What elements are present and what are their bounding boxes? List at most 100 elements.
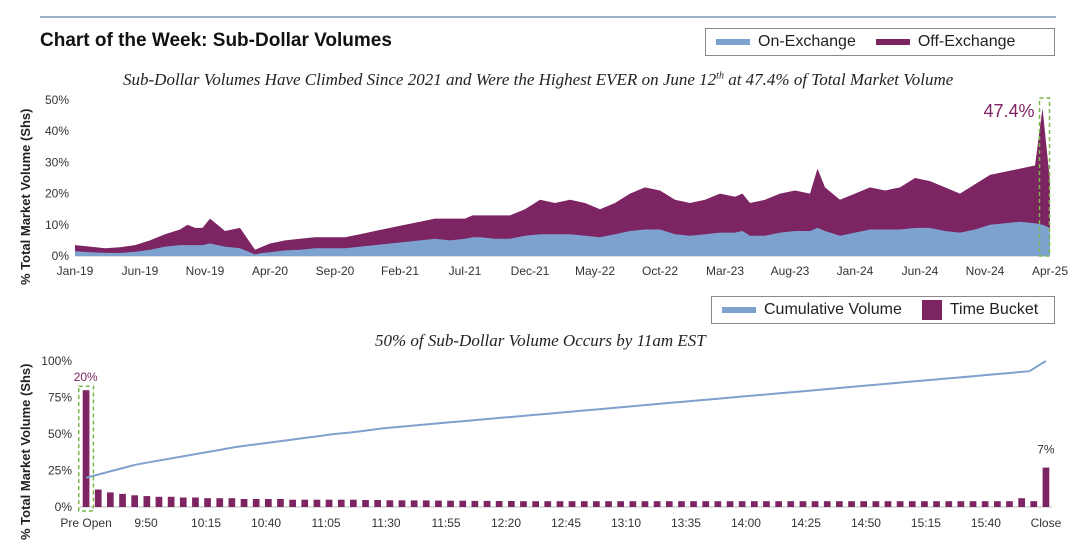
chart1-y-tick: 10% [45,218,69,232]
off-exchange-area [75,108,1050,256]
chart2-x-tick: 14:50 [851,516,881,530]
time-bucket-bar [155,496,163,507]
time-bucket-bar [471,500,479,507]
legend-label-cumulative: Cumulative Volume [764,301,902,318]
legend-item-on-exchange: On-Exchange [716,33,856,51]
legend-item-off-exchange: Off-Exchange [875,33,1016,51]
time-bucket-swatch [921,300,942,320]
chart2-y-tick: 50% [48,427,72,441]
time-bucket-bar [884,501,892,507]
chart1-x-tick: Dec-21 [511,264,550,278]
time-bucket-bar [811,501,819,507]
time-bucket-bar [459,500,467,507]
time-bucket-bar [1006,501,1013,507]
time-bucket-bar [179,497,187,507]
time-bucket-bar [228,498,236,507]
chart1-x-tick: Jan-24 [837,264,874,278]
time-bucket-bar [775,501,782,507]
chart1-title: Sub-Dollar Volumes Have Climbed Since 20… [123,70,953,90]
time-bucket-bar [447,500,454,507]
chart1-y-tick: 30% [45,155,69,169]
chart1-y-tick: 40% [45,124,69,138]
time-bucket-bar [131,495,138,507]
time-bucket-bar [143,496,151,507]
legend-label-off-exchange: Off-Exchange [917,33,1016,50]
time-bucket-bar [325,499,333,507]
time-bucket-bar [872,501,880,507]
time-bucket-bar [119,493,126,507]
time-bucket-bar [665,501,673,507]
chart1-y-tick: 20% [45,187,69,201]
time-bucket-bar [398,500,406,507]
time-bucket-bar [265,499,272,507]
on-exchange-area [75,221,1050,256]
time-bucket-bar [593,501,600,507]
time-bucket-bar [908,501,916,507]
time-bucket-bar [508,501,515,507]
chart2-x-tick: 14:25 [791,516,821,530]
chart2-x-tick: 14:00 [731,516,761,530]
time-bucket-bar [617,501,624,507]
chart2-x-tick: 10:40 [251,516,281,530]
time-bucket-bar [374,500,381,507]
chart1-x-tick: Apr-20 [252,264,288,278]
chart1-x-tick: Jun-19 [122,264,159,278]
legend-chart2: Cumulative Volume Time Bucket [711,296,1055,324]
time-bucket-bar [544,501,552,507]
legend-label-on-exchange: On-Exchange [758,33,856,50]
chart2-x-tick: Close [1031,516,1062,530]
time-bucket-bar [313,499,321,507]
time-bucket-bar [678,501,685,507]
time-bucket-bar [532,501,539,507]
chart2-y-tick: 25% [48,464,72,478]
time-bucket-bar [520,501,527,507]
chart1-x-tick: Jun-24 [902,264,939,278]
chart2-title: 50% of Sub-Dollar Volume Occurs by 11am … [375,331,706,350]
chart1-plot: 0% 10% 20% 30% 40% 50% Jan-19 Jun-19 Nov-19 Apr-2… [45,93,1068,278]
time-bucket-bar [483,500,491,507]
page-title: Chart of the Week: Sub-Dollar Volumes [40,30,392,51]
chart2-x-tick: 15:15 [911,516,941,530]
time-bucket-bar [969,501,977,507]
chart2-x-tick: 9:50 [134,516,158,530]
time-bucket-bar [167,496,175,507]
chart1-x-tick: Sep-20 [316,264,355,278]
chart2-x-tick: 11:55 [431,516,460,530]
time-bucket-bar [1018,498,1025,507]
on-exchange-swatch [716,39,750,45]
time-bucket-bar [277,499,284,507]
chart2-y-tick: 75% [48,391,72,405]
time-bucket-bar [921,501,928,507]
time-bucket-bar [435,500,442,507]
time-bucket-bar [848,501,855,507]
chart2-x-tick: 11:05 [311,516,340,530]
chart1-x-tick: Nov-19 [186,264,225,278]
time-bucket-bar [107,492,114,507]
time-bucket-bar [726,501,734,507]
cumulative-line [85,360,1047,479]
time-bucket-bar [289,499,296,507]
time-bucket-bar [204,498,211,507]
time-bucket-bar [860,501,867,507]
chart1-x-tick: Nov-24 [966,264,1005,278]
time-bucket-bar [386,500,394,507]
time-bucket-bar [629,501,637,507]
time-bucket-bar [751,501,758,507]
time-bucket-bar [690,501,697,507]
time-bucket-bar [337,499,345,507]
last-bar-label: 7% [1037,443,1055,457]
chart1-x-tick: Apr-25 [1032,264,1068,278]
time-bucket-bar [981,501,989,507]
time-bucket-bar [495,501,503,507]
time-bucket-bar [350,499,357,507]
top-rule [40,16,1056,18]
chart2-x-tick: 15:40 [971,516,1001,530]
time-bucket-bar [240,499,248,507]
time-bucket-bar [945,501,953,507]
time-bucket-bar [1030,501,1038,507]
chart2-x-tick: Pre Open [60,516,111,530]
time-bucket-bar [301,499,309,507]
time-bucket-bar [192,497,199,507]
time-bucket-bar [641,501,649,507]
